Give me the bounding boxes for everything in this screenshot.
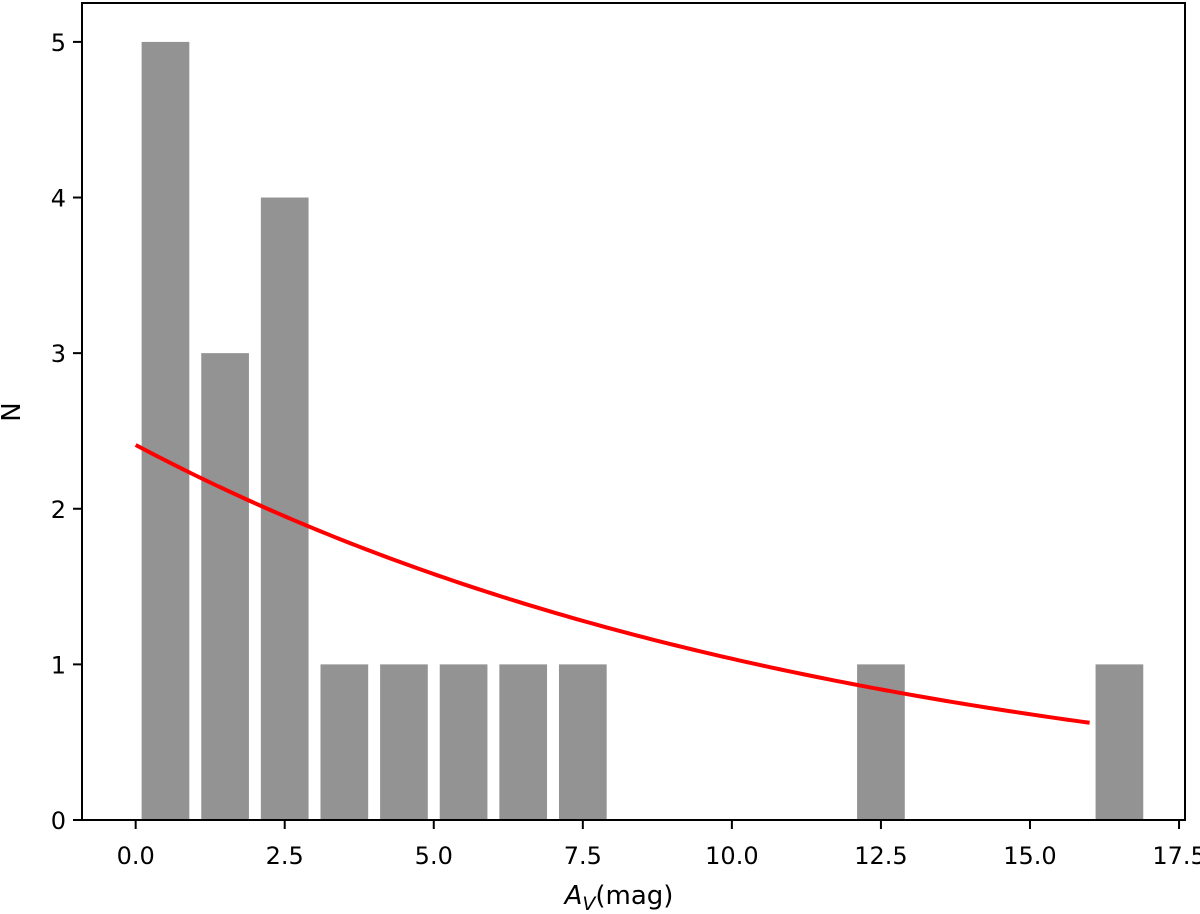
x-axis-label-unit: (mag) <box>595 881 673 911</box>
x-axis-label-subscript: V <box>582 893 597 914</box>
bar-8 <box>558 664 607 820</box>
x-tick-label: 10.0 <box>705 842 758 870</box>
x-tick-label: 15.0 <box>1003 842 1056 870</box>
x-tick-label: 5.0 <box>415 842 453 870</box>
x-tick-label: 0.0 <box>117 842 155 870</box>
bar-4 <box>320 664 369 820</box>
x-tick-label: 7.5 <box>564 842 602 870</box>
bar-10 <box>1095 664 1144 820</box>
bar-6 <box>439 664 488 820</box>
bars-group <box>141 41 1144 820</box>
x-tick-label: 12.5 <box>854 842 907 870</box>
x-tick-label: 2.5 <box>266 842 304 870</box>
plot-frame <box>81 2 1186 821</box>
x-axis-ticks: 0.0 2.5 5.0 7.5 10.0 12.5 15.0 17.5 <box>117 820 1200 870</box>
bar-2 <box>201 353 249 820</box>
fit-curve-line <box>134 443 1090 725</box>
x-tick-label: 17.5 <box>1152 842 1200 870</box>
y-tick-label: 3 <box>51 340 66 368</box>
y-tick-label: 2 <box>51 496 66 524</box>
y-axis-ticks: 0 1 2 3 4 5 <box>51 29 82 835</box>
x-axis-label-symbol: A <box>563 881 583 911</box>
bar-5 <box>380 664 428 820</box>
bar-1 <box>141 41 190 820</box>
x-axis-label: AV(mag) <box>563 881 674 914</box>
bar-7 <box>499 664 548 820</box>
y-tick-label: 4 <box>51 185 66 213</box>
y-tick-label: 0 <box>51 807 66 835</box>
y-axis-label: N <box>0 402 27 421</box>
y-tick-label: 5 <box>51 29 66 57</box>
y-tick-label: 1 <box>51 651 66 679</box>
